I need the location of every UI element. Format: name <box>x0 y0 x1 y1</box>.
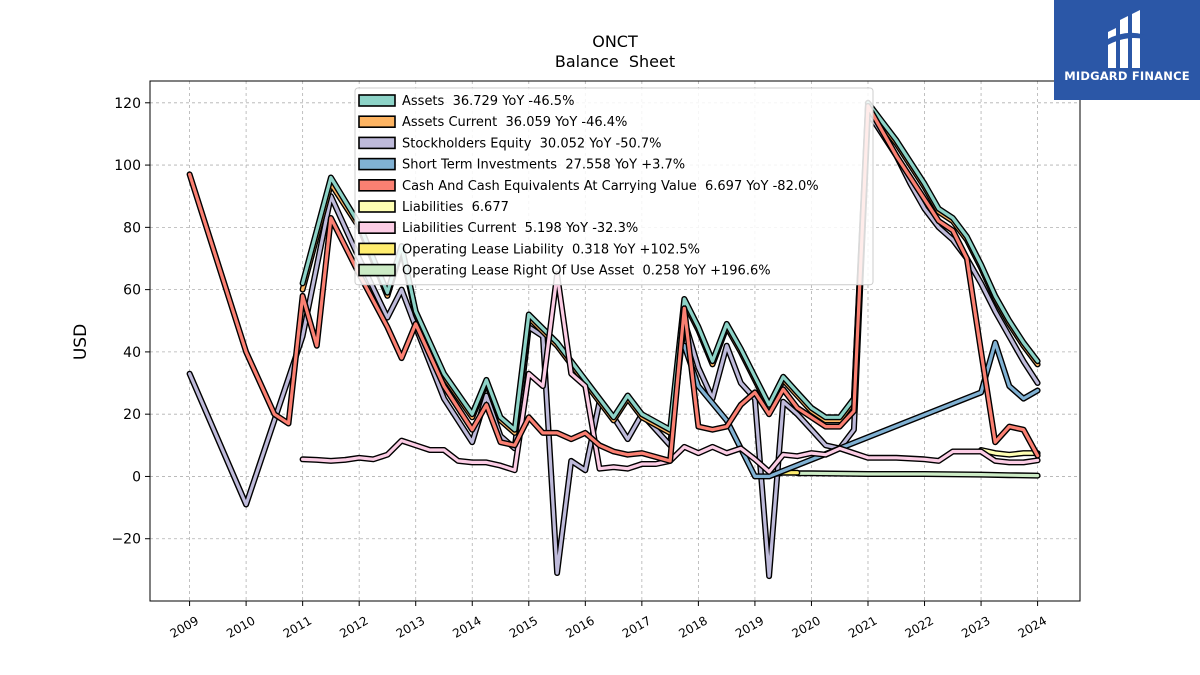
legend-label: Short Term Investments 27.558 YoY +3.7% <box>402 158 685 173</box>
series-line <box>979 448 1040 457</box>
legend-label: Cash And Cash Equivalents At Carrying Va… <box>402 179 819 194</box>
legend: Assets 36.729 YoY -46.5% Assets Current 3… <box>354 87 874 286</box>
y-tick-label: 80 <box>123 220 141 236</box>
x-tick-label: 2021 <box>846 613 879 640</box>
legend-swatch <box>358 157 396 171</box>
series-lines <box>186 99 1041 580</box>
chart-title: ONCT <box>592 32 638 51</box>
x-tick-label: 2023 <box>959 613 992 640</box>
legend-label: Liabilities 6.677 <box>402 200 509 215</box>
x-tick-label: 2015 <box>507 613 540 640</box>
x-tick-label: 2009 <box>168 613 201 640</box>
legend-swatch <box>358 115 396 128</box>
plot-frame <box>149 80 1081 602</box>
legend-swatch <box>358 263 396 277</box>
x-tick-label: 2017 <box>620 613 653 640</box>
x-tick-label: 2011 <box>281 613 314 640</box>
series-line <box>795 471 1040 478</box>
series-group <box>299 99 1041 433</box>
series-line <box>301 101 1040 432</box>
series-group <box>186 109 1041 580</box>
x-tick-label: 2014 <box>450 613 483 640</box>
series-line <box>682 341 1040 478</box>
legend-swatch <box>358 242 396 256</box>
series-group <box>978 447 1041 458</box>
series-line <box>301 272 1040 474</box>
legend-label: Liabilities Current 5.198 YoY -32.3% <box>402 221 638 236</box>
y-axis-label: USD <box>71 324 91 360</box>
series-line <box>188 104 1040 463</box>
legend-label: Operating Lease Right Of Use Asset 0.258… <box>402 264 771 279</box>
x-tick-label: 2020 <box>790 613 823 640</box>
series-group <box>794 470 1041 479</box>
brand-mark-icon <box>1106 10 1148 68</box>
y-tick-label: 40 <box>123 345 141 361</box>
x-tick-label: 2010 <box>224 613 257 640</box>
x-tick-label: 2019 <box>733 613 766 640</box>
x-tick-label: 2012 <box>337 613 370 640</box>
x-tick-label: 2016 <box>563 613 596 640</box>
chart-subtitle: Balance Sheet <box>555 52 675 71</box>
legend-swatch <box>358 136 396 150</box>
legend-label: Operating Lease Liability 0.318 YoY +102… <box>402 242 700 257</box>
legend-swatch <box>358 221 396 234</box>
x-tick-label: 2022 <box>903 613 936 640</box>
x-tick-label: 2024 <box>1016 613 1049 640</box>
y-tick-label: 120 <box>114 96 141 112</box>
series-group <box>681 339 1041 480</box>
legend-label: Assets Current 36.059 YoY -46.4% <box>402 115 627 130</box>
series-group <box>186 102 1041 464</box>
x-tick-label: 2018 <box>676 613 709 640</box>
y-tick-label: −20 <box>111 532 141 548</box>
legend-swatch <box>358 94 396 107</box>
brand-name: MIDGARD FINANCE <box>1064 69 1190 83</box>
y-tick-label: 0 <box>132 469 141 485</box>
y-tick-label: 20 <box>123 407 141 423</box>
legend-swatch <box>358 200 396 213</box>
y-tick-label: 60 <box>123 283 141 299</box>
legend-label: Stockholders Equity 30.052 YoY -50.7% <box>402 136 662 151</box>
legend-label: Assets 36.729 YoY -46.5% <box>402 94 574 109</box>
x-tick-label: 2013 <box>394 613 427 640</box>
legend-swatch <box>358 179 396 192</box>
brand-logo: MIDGARD FINANCE <box>1054 0 1200 100</box>
y-tick-label: 100 <box>114 158 141 174</box>
series-group <box>299 271 1041 475</box>
legend-box <box>354 87 874 286</box>
series-line <box>188 110 1040 578</box>
